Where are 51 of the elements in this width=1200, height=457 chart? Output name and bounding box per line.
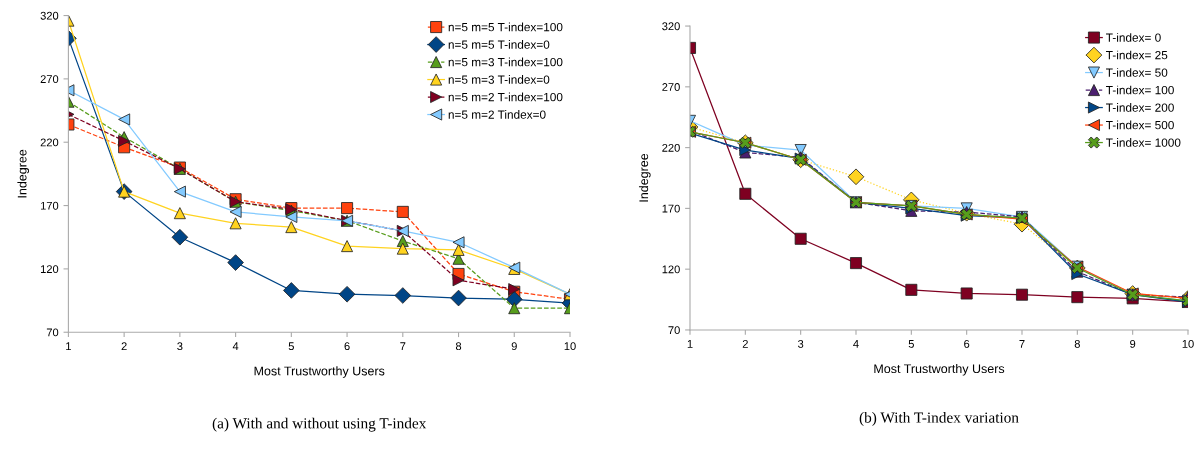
legend-label: T-index= 200 [1106, 103, 1174, 112]
legend-label: T-index= 1000 [1106, 138, 1181, 147]
x-tick-label: 2 [121, 342, 127, 351]
legend-label: n=5 m=2 T-index=100 [448, 92, 563, 102]
x-tick-label: 9 [1130, 339, 1136, 348]
legend-label: T-index= 25 [1106, 50, 1168, 60]
y-tick-label: 70 [46, 328, 59, 337]
text: (b) With T-index variation [859, 412, 1019, 426]
x-tick-label: 8 [455, 342, 462, 351]
x-tick-label: 1 [66, 342, 71, 351]
x-tick-label: 10 [564, 342, 576, 351]
y-tick-label: 270 [662, 83, 680, 91]
x-tick-label: 3 [177, 342, 183, 351]
text: (a) With and without using T-index [212, 417, 427, 432]
legend-label: T-index= 50 [1106, 68, 1168, 77]
x-tick-label: 5 [908, 340, 914, 348]
x-tick-label: 1 [687, 340, 693, 348]
y-tick-label: 320 [662, 22, 680, 31]
legend-label: T-index= 0 [1106, 33, 1161, 42]
legend-label: n=5 m=3 T-index=100 [448, 57, 563, 67]
x-tick-label: 8 [1074, 339, 1080, 348]
x-tick-label: 7 [400, 342, 406, 351]
x-tick-label: 6 [344, 342, 350, 351]
x-tick-label: 3 [798, 339, 804, 348]
x-tick-label: 4 [853, 340, 859, 348]
y-tick-label: 170 [40, 201, 59, 210]
legend-label: n=5 m=3 T-index=0 [448, 75, 550, 84]
legend-label: T-index= 500 [1106, 120, 1174, 130]
x-tick-label: 4 [232, 342, 239, 351]
x-axis-title: Most Trustworthy Users [254, 366, 385, 378]
y-tick-label: 70 [668, 326, 680, 335]
x-tick-label: 7 [1019, 340, 1025, 348]
legend-label: n=5 m=2 Tindex=0 [448, 110, 546, 119]
y-axis-title: Indegree [17, 149, 30, 198]
y-tick-label: 220 [662, 143, 680, 152]
x-tick-label: 6 [964, 339, 970, 348]
y-tick-label: 120 [662, 265, 680, 274]
legend-label: T-index= 100 [1106, 85, 1174, 95]
legend-label: n=5 m=5 T-index=100 [448, 22, 563, 32]
x-tick-label: 5 [288, 342, 294, 351]
x-tick-label: 10 [1182, 339, 1194, 348]
y-axis-title: Indegree [638, 153, 651, 202]
legend-label: n=5 m=5 T-index=0 [448, 40, 550, 49]
y-tick-label: 120 [40, 265, 59, 274]
x-axis-title: Most Trustworthy Users [874, 363, 1005, 376]
x-tick-label: 2 [742, 339, 748, 348]
x-tick-label: 9 [511, 342, 517, 351]
y-tick-label: 320 [40, 11, 59, 20]
y-tick-label: 220 [40, 138, 59, 147]
y-tick-label: 170 [662, 204, 680, 213]
y-tick-label: 270 [40, 75, 59, 84]
